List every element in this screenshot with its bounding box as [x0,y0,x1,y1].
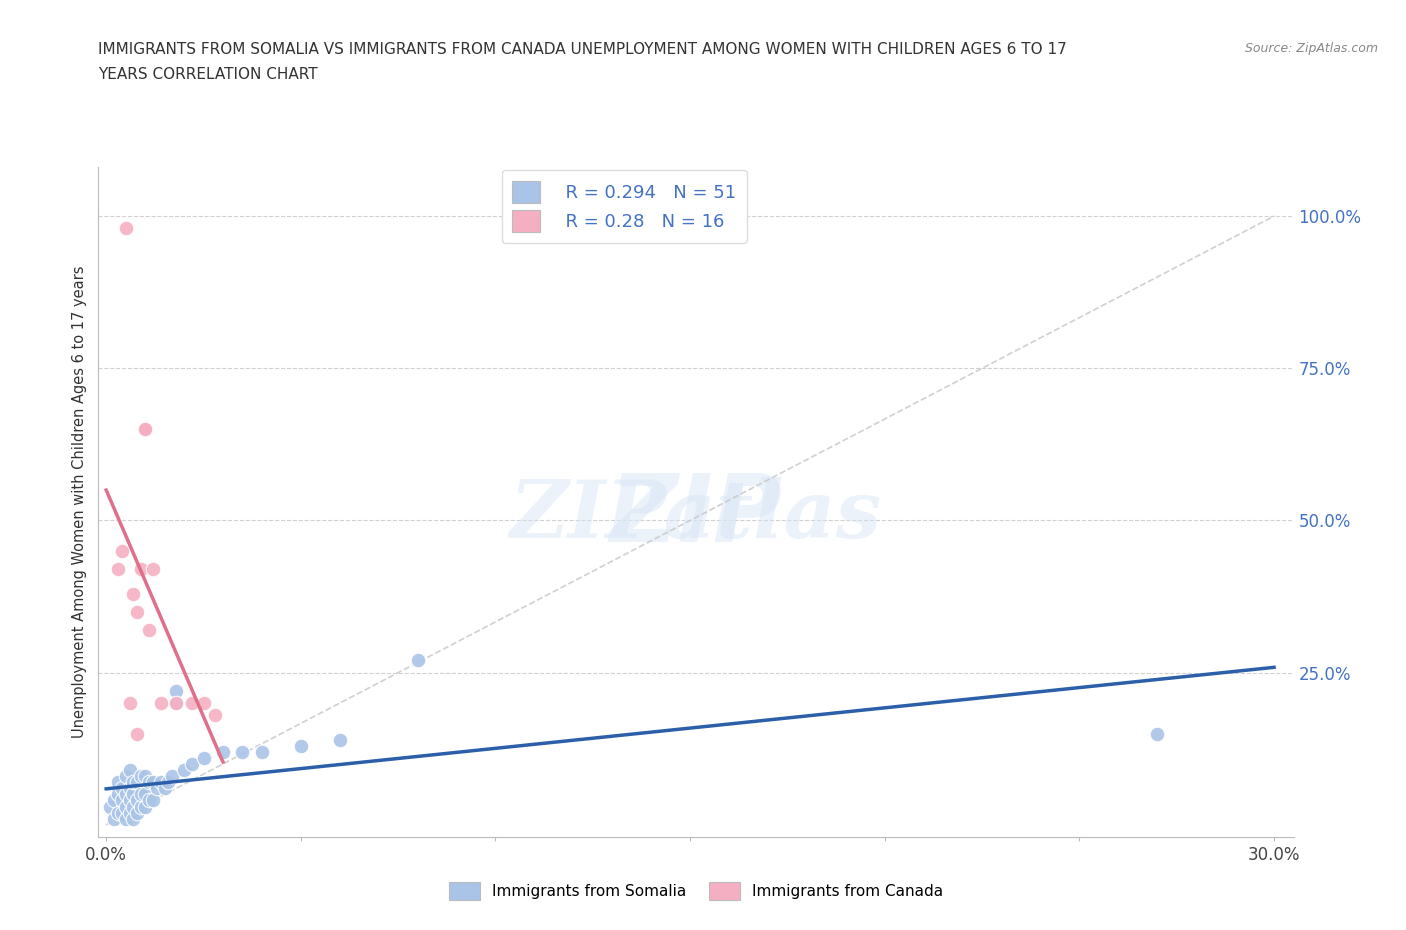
Point [127,726,149,741]
Point [165,696,187,711]
Point [129,769,152,784]
Point [129,562,152,577]
Point [231,744,253,759]
Point [406,653,429,668]
Point [103,793,125,808]
Point [127,604,149,619]
Point [118,696,141,711]
Point [118,763,141,777]
Point [193,696,215,711]
Point [138,622,160,637]
Point [122,811,145,826]
Point [114,220,136,235]
Point [138,775,160,790]
Point [153,781,176,796]
Point [114,787,136,802]
Point [111,781,134,796]
Point [114,769,136,784]
Text: ZIP: ZIP [610,470,782,562]
Point [118,781,141,796]
Legend: Immigrants from Somalia, Immigrants from Canada: Immigrants from Somalia, Immigrants from… [443,875,949,907]
Point [149,696,172,711]
Point [180,756,202,771]
Point [142,775,165,790]
Point [329,732,352,747]
Point [129,799,152,814]
Point [118,805,141,820]
Point [134,799,156,814]
Point [107,805,129,820]
Point [193,751,215,765]
Point [98,799,121,814]
Point [173,763,195,777]
Point [180,696,202,711]
Point [111,805,134,820]
Point [111,793,134,808]
Point [127,775,149,790]
Text: Source: ZipAtlas.com: Source: ZipAtlas.com [1244,42,1378,55]
Y-axis label: Unemployment Among Women with Children Ages 6 to 17 years: Unemployment Among Women with Children A… [72,266,87,738]
Point [138,793,160,808]
Point [122,586,145,601]
Point [107,562,129,577]
Point [149,775,172,790]
Text: IMMIGRANTS FROM SOMALIA VS IMMIGRANTS FROM CANADA UNEMPLOYMENT AMONG WOMEN WITH : IMMIGRANTS FROM SOMALIA VS IMMIGRANTS FR… [98,42,1067,57]
Point [114,811,136,826]
Point [134,421,156,436]
Point [290,738,312,753]
Point [114,799,136,814]
Point [103,811,125,826]
Point [157,775,180,790]
Point [127,805,149,820]
Text: ZIPatlas: ZIPatlas [510,477,882,554]
Text: YEARS CORRELATION CHART: YEARS CORRELATION CHART [98,67,318,82]
Point [122,775,145,790]
Point [107,787,129,802]
Point [250,744,273,759]
Point [134,787,156,802]
Point [118,793,141,808]
Point [146,781,169,796]
Point [1146,726,1168,741]
Point [165,696,187,711]
Point [129,787,152,802]
Point [204,708,226,723]
Point [134,421,156,436]
Point [142,562,165,577]
Point [212,744,235,759]
Point [122,787,145,802]
Point [162,769,184,784]
Point [134,769,156,784]
Point [107,775,129,790]
Point [165,684,187,698]
Point [142,793,165,808]
Text: ZIPatlas: ZIPatlas [522,479,870,552]
Point [111,543,134,558]
Point [122,799,145,814]
Point [127,793,149,808]
